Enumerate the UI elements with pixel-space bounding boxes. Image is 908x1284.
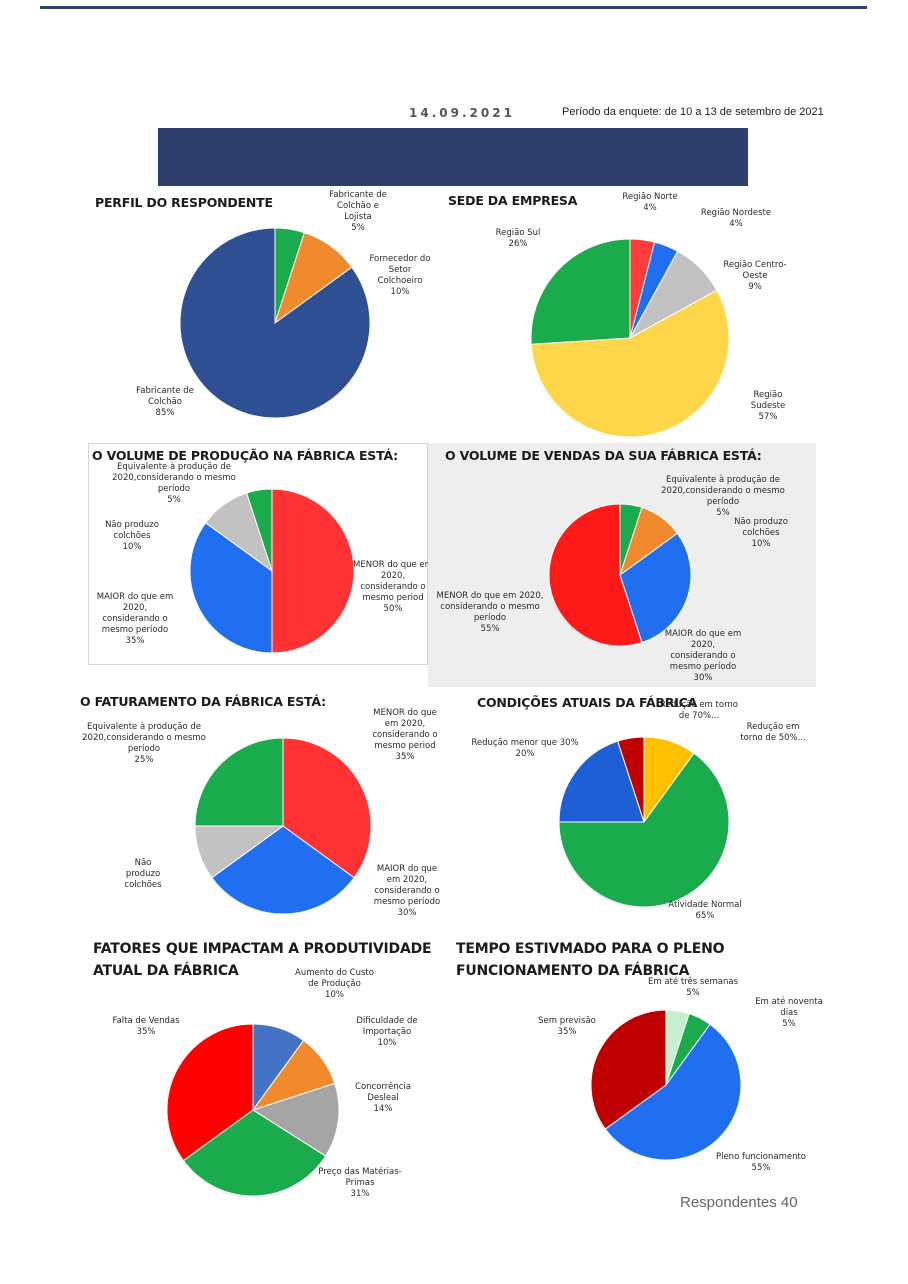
chart-title: TEMPO ESTIVMADO PARA O PLENO FUNCIONAMEN… — [456, 941, 725, 979]
slice-label: Concorrência Desleal 14% — [355, 1082, 411, 1114]
chart-perfil-respondente: PERFIL DO RESPONDENTE Fabricante de Colc… — [85, 188, 445, 443]
pie-chart — [166, 1023, 340, 1197]
slice-label: Em até três semanas 5% — [648, 977, 738, 998]
slice-label: Não produzo colchões — [124, 858, 162, 890]
pie-slice — [530, 289, 730, 438]
slice-label: Redução menor que 30% 20% — [471, 738, 579, 759]
pie-chart — [548, 503, 692, 647]
pie-chart — [558, 736, 730, 908]
slice-label: Redução em torno de 70%... — [660, 700, 738, 721]
chart-title: O VOLUME DE VENDAS DA SUA FÁBRICA ESTÁ: — [445, 448, 762, 463]
pie-slice — [282, 737, 372, 879]
pie-slice — [271, 488, 355, 654]
slice-label: Não produzo colchões 10% — [734, 517, 788, 549]
pie-slice — [194, 737, 284, 827]
chart-title: FATORES QUE IMPACTAM A PRODUTIVIDADE ATU… — [93, 941, 432, 979]
chart-tempo-estimado: TEMPO ESTIVMADO PARA O PLENO FUNCIONAMEN… — [452, 938, 823, 1183]
pie-slice — [590, 1009, 667, 1130]
slice-label: Região Norte 4% — [622, 192, 678, 213]
slice-label: Fabricante de Colchão 85% — [136, 386, 194, 418]
chart-volume-producao: O VOLUME DE PRODUÇÃO NA FÁBRICA ESTÁ: Eq… — [88, 443, 433, 665]
pie-slice — [619, 532, 692, 644]
survey-period: Período da enquete: de 10 a 13 de setemb… — [562, 106, 824, 118]
slice-label: MAIOR do que em 2020, considerando o mes… — [664, 629, 742, 683]
pie-slice — [617, 736, 645, 823]
header-banner — [158, 128, 748, 186]
slice-label: Não produzo colchões 10% — [105, 520, 159, 552]
pie-chart — [189, 488, 355, 654]
chart-fatores-produtividade: FATORES QUE IMPACTAM A PRODUTIVIDADE ATU… — [85, 938, 455, 1213]
slice-label: MAIOR do que em 2020, considerando o mes… — [373, 864, 441, 918]
pie-slice — [211, 825, 355, 915]
chart-title: CONDIÇÕES ATUAIS DA FÁBRICA — [477, 695, 698, 710]
slice-label: Região Sudeste 57% — [750, 390, 786, 422]
chart-condicoes-atuais: CONDIÇÕES ATUAIS DA FÁBRICA Redução em t… — [455, 690, 820, 930]
respondents-count: Respondentes 40 — [680, 1194, 798, 1211]
slice-label: Equivalente à produção de 2020,considera… — [112, 462, 236, 505]
pie-chart — [530, 238, 730, 438]
pie-chart — [194, 737, 372, 915]
pie-slice — [179, 227, 371, 419]
chart-title: SEDE DA EMPRESA — [448, 193, 578, 208]
slice-label: Equivalente à produção de 2020,considera… — [82, 722, 206, 765]
slice-label: Falta de Vendas 35% — [112, 1016, 180, 1037]
slice-label: Em até noventa dias 5% — [755, 997, 823, 1029]
pie-slice — [189, 522, 273, 654]
pie-chart — [179, 227, 371, 419]
chart-sede-empresa: SEDE DA EMPRESA Região Norte 4% Região N… — [440, 188, 830, 443]
slice-label: Fabricante de Colchão e Lojista 5% — [329, 190, 387, 233]
slice-label: MENOR do que em 2020, considerando o mes… — [372, 708, 438, 762]
slice-label: Região Centro- Oeste 9% — [723, 260, 787, 292]
report-date: 14.09.2021 — [409, 106, 515, 120]
pie-slice — [558, 752, 730, 908]
slice-label: Dificuldade de Importação 10% — [356, 1016, 418, 1048]
slice-label: Atividade Normal 65% — [668, 900, 742, 921]
chart-title: O FATURAMENTO DA FÁBRICA ESTÁ: — [80, 694, 326, 709]
slice-label: MAIOR do que em 2020, considerando o mes… — [96, 592, 174, 646]
chart-volume-vendas: O VOLUME DE VENDAS DA SUA FÁBRICA ESTÁ: … — [428, 443, 816, 687]
slice-label: Pleno funcionamento 55% — [715, 1152, 807, 1173]
pie-slice — [548, 503, 643, 647]
pie-slice — [530, 238, 631, 345]
slice-label: Aumento do Custo de Produção 10% — [295, 968, 374, 1000]
slice-label: Fornecedor do Setor Colchoeiro 10% — [369, 254, 431, 297]
pie-slice — [246, 488, 273, 572]
pie-chart — [590, 1009, 742, 1161]
chart-faturamento: O FATURAMENTO DA FÁBRICA ESTÁ: Equivalen… — [75, 690, 455, 930]
pie-slice — [166, 1023, 254, 1162]
pie-slice — [558, 740, 645, 823]
slice-label: Preço das Matérias- Primas 31% — [318, 1167, 402, 1199]
slice-label: Região Sul 26% — [495, 228, 541, 249]
slice-label: Redução em torno de 50%... — [740, 722, 806, 743]
pie-slice — [251, 1082, 340, 1157]
slice-label: MENOR do que em 2020, considerando o mes… — [436, 591, 544, 634]
slice-label: Região Nordeste 4% — [700, 208, 772, 229]
chart-title: PERFIL DO RESPONDENTE — [95, 195, 273, 210]
slice-label: Equivalente à produção de 2020,considera… — [661, 475, 785, 518]
pie-slice — [182, 1109, 327, 1197]
chart-title: O VOLUME DE PRODUÇÃO NA FÁBRICA ESTÁ: — [92, 448, 398, 463]
slice-label: Sem previsão 35% — [538, 1016, 596, 1037]
pie-slice — [604, 1023, 742, 1161]
slice-label: MENOR do que em 2020, considerando o mes… — [353, 560, 433, 614]
top-rule — [40, 6, 867, 9]
